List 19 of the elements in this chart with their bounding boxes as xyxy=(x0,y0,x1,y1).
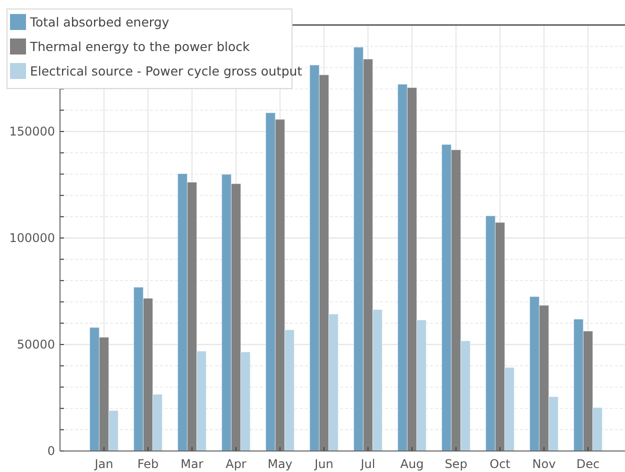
x-tick-label: Jan xyxy=(94,457,114,471)
legend-label: Total absorbed energy xyxy=(29,14,170,30)
legend-label: Thermal energy to the power block xyxy=(29,38,251,54)
legend-label: Electrical source - Power cycle gross output xyxy=(30,63,302,78)
x-tick-label: Oct xyxy=(490,457,511,471)
x-tick-label: Jun xyxy=(314,457,334,471)
y-tick-label: 150000 xyxy=(9,124,55,139)
y-tick-label: 0 xyxy=(47,444,55,458)
x-tick-label: Apr xyxy=(226,457,246,471)
y-tick-label: 50000 xyxy=(16,338,55,352)
x-tick-label: Feb xyxy=(137,457,159,471)
x-tick-label: Jul xyxy=(360,457,376,471)
x-tick-label: Sep xyxy=(444,457,468,471)
y-tick-label: 100000 xyxy=(9,231,55,246)
x-tick-label: Mar xyxy=(180,457,204,471)
x-tick-label: Aug xyxy=(400,457,424,471)
x-tick-label: Nov xyxy=(532,457,556,471)
x-tick-label: Dec xyxy=(576,457,600,471)
x-tick-label: May xyxy=(268,457,292,471)
